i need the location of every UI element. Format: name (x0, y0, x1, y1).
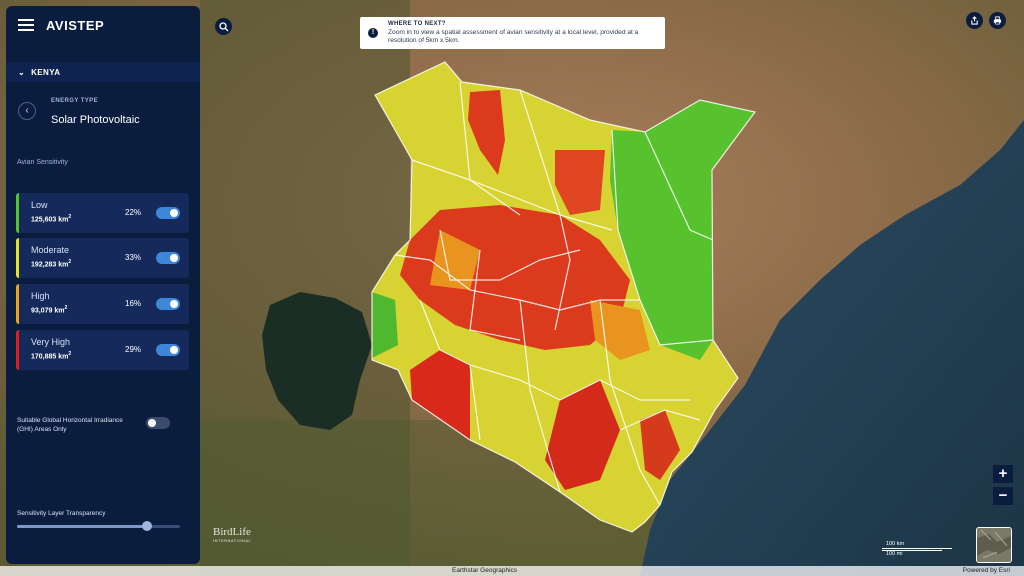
very-high-toggle[interactable] (156, 344, 180, 356)
share-icon (971, 16, 978, 25)
level-percent: 33% (125, 253, 142, 262)
powered-by-text[interactable]: Powered by Esri (962, 567, 1010, 574)
scale-km-line (882, 548, 952, 549)
sensitivity-card-moderate: Moderate 192,283 km2 33% (16, 238, 189, 278)
attribution-bar: Earthstar Geographics Powered by Esri (0, 566, 1024, 576)
sensitivity-card-low: Low 125,603 km2 22% (16, 193, 189, 233)
level-name: Very High (31, 337, 71, 347)
very-high-color-bar (16, 330, 19, 370)
scale-km: 100 km (886, 541, 905, 547)
share-button[interactable] (966, 12, 983, 29)
print-button[interactable] (989, 12, 1006, 29)
kenya-low-lakeshore (372, 292, 398, 358)
kenya-very-high-south (545, 380, 620, 490)
scale-bar: 100 km 100 mi (882, 541, 952, 557)
kenya-high-east (590, 300, 650, 360)
where-to-next-box: ! WHERE TO NEXT? Zoom in to view a spati… (360, 17, 665, 49)
transparency-label: Sensitivity Layer Transparency (17, 510, 106, 517)
avian-sensitivity-title: Avian Sensitivity (17, 159, 68, 166)
low-toggle[interactable] (156, 207, 180, 219)
transparency-thumb[interactable] (142, 521, 153, 531)
basemap-toggle[interactable] (976, 527, 1012, 563)
plus-icon: + (998, 465, 1008, 482)
level-percent: 16% (125, 299, 142, 308)
minus-icon: − (998, 487, 1008, 504)
energy-type-value: Solar Photovoltaic (51, 114, 140, 126)
county-boundaries (371, 61, 757, 533)
search-button[interactable] (215, 18, 232, 35)
brand-logo: AVISTEP (46, 17, 105, 33)
attribution-text: Earthstar Geographics (452, 567, 518, 574)
search-icon (218, 21, 228, 31)
moderate-color-bar (16, 238, 19, 278)
high-color-bar (16, 284, 19, 324)
transparency-fill (17, 525, 148, 528)
level-name: High (31, 291, 50, 301)
basemap-thumbnail (977, 528, 1011, 562)
info-title: WHERE TO NEXT? (388, 21, 446, 27)
scale-mi-line (882, 550, 942, 551)
level-area: 125,603 km2 (31, 214, 72, 224)
energy-type-label: ENERGY TYPE (51, 98, 98, 104)
sensitivity-card-high: High 93,079 km2 16% (16, 284, 189, 324)
level-percent: 29% (125, 345, 142, 354)
moderate-toggle[interactable] (156, 252, 180, 264)
kenya-low-northeast (610, 100, 755, 360)
ghi-toggle[interactable] (146, 417, 170, 429)
kenya-very-high-coast (640, 410, 680, 480)
kenya-very-high-north (468, 90, 505, 175)
low-color-bar (16, 193, 19, 233)
side-panel: AVISTEP ⌄ KENYA ‹ ENERGY TYPE Solar Phot… (6, 6, 200, 564)
info-icon: ! (368, 28, 378, 38)
level-name: Moderate (31, 245, 70, 255)
indian-ocean (640, 120, 1024, 576)
chevron-down-icon: ⌄ (18, 67, 26, 77)
sensitivity-card-very-high: Very High 170,885 km2 29% (16, 330, 189, 370)
transparency-slider[interactable] (17, 521, 180, 531)
high-toggle[interactable] (156, 298, 180, 310)
kenya-very-high-marsabit (555, 150, 605, 215)
back-button[interactable]: ‹ (18, 102, 36, 120)
birdlife-logo: BirdLife INTERNATIONAL (213, 526, 252, 543)
menu-icon[interactable] (18, 19, 34, 31)
info-text: Zoom in to view a spatial assessment of … (388, 29, 639, 44)
scale-mi: 100 mi (886, 551, 903, 557)
level-area: 192,283 km2 (31, 259, 72, 269)
level-percent: 22% (125, 208, 142, 217)
print-icon (993, 16, 1002, 25)
level-area: 170,885 km2 (31, 351, 72, 361)
country-name: KENYA (31, 67, 61, 77)
panel-header: AVISTEP (6, 6, 200, 44)
level-name: Low (31, 200, 48, 210)
level-area: 93,079 km2 (31, 305, 68, 315)
kenya-very-high-southwest (410, 350, 470, 440)
zoom-out-button[interactable]: − (993, 487, 1013, 505)
ghi-label: Suitable Global Horizontal Irradiance (G… (17, 417, 123, 433)
zoom-in-button[interactable]: + (993, 465, 1013, 483)
country-selector[interactable]: ⌄ KENYA (6, 62, 200, 82)
lake-victoria (262, 292, 372, 430)
